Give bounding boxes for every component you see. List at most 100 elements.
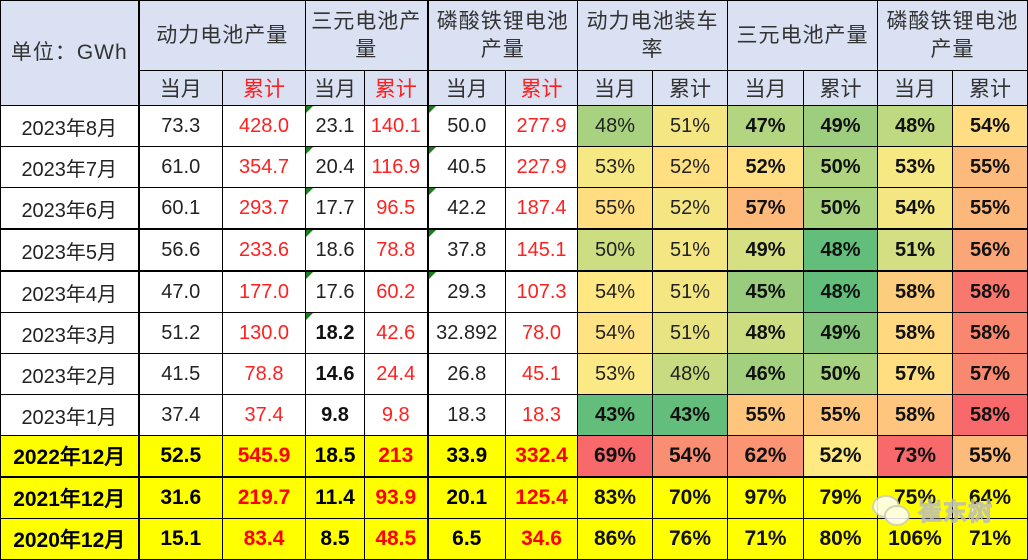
percentage-cell: 51% [652,228,728,272]
percentage-cell: 50% [577,228,653,272]
table-row: 2022年12月 52.5 545.9 18.5 213 33.9 332.4 69% 54% 6… [0,435,1028,478]
percentage-cell: 55% [577,187,653,230]
percentage-cell: 97% [727,476,804,519]
percentage-cell: 62% [727,435,804,478]
monthly-value-cell: 17.6 [305,270,365,313]
cumulative-value-cell: 93.9 [364,476,428,519]
monthly-value-cell: 32.892 [426,312,506,354]
percentage-cell: 58% [952,394,1028,436]
percentage-cell: 52% [652,187,728,230]
subheader-cumulative: 累计 [652,70,728,106]
cumulative-value-cell: 177.0 [222,270,306,313]
table-row: 2020年12月 15.1 83.4 8.5 48.5 6.5 34.6 86% 76% 71% 8… [0,518,1028,560]
monthly-value-cell: 33.9 [426,435,506,478]
monthly-value-cell: 6.5 [426,518,506,560]
group-header: 动力电池装车率 [577,0,728,71]
monthly-value-cell: 20.1 [426,476,506,519]
table-row: 2023年8月 73.3 428.0 23.1 140.1 50.0 277.9 48% 51%… [0,105,1028,147]
monthly-value-cell: 14.6 [305,353,365,395]
percentage-cell: 54% [877,187,953,230]
row-label: 2023年3月 [0,312,139,354]
percentage-cell: 57% [727,187,804,230]
percentage-cell: 51% [652,105,728,147]
monthly-value-cell: 52.5 [137,435,223,478]
percentage-cell: 51% [652,312,728,354]
monthly-value-cell: 41.5 [137,353,223,395]
table-row: 2023年6月 60.1 293.7 17.7 96.5 42.2 187.4 55% 52% 5… [0,187,1028,230]
percentage-cell: 55% [803,394,878,436]
cumulative-value-cell: 145.1 [505,228,578,272]
monthly-value-cell: 15.1 [137,518,223,560]
cumulative-value-cell: 227.9 [505,146,578,188]
percentage-cell: 48% [652,353,728,395]
cumulative-value-cell: 83.4 [222,518,306,560]
percentage-cell: 51% [877,228,953,272]
percentage-cell: 57% [877,353,953,395]
subheader-monthly: 当月 [727,70,804,106]
percentage-cell: 48% [727,312,804,354]
cumulative-value-cell: 130.0 [222,312,306,354]
row-label: 2023年6月 [0,187,139,230]
subheader-monthly: 当月 [877,70,953,106]
percentage-cell: 69% [577,435,653,478]
cumulative-value-cell: 107.3 [505,270,578,313]
row-label: 2022年12月 [0,435,139,478]
cumulative-value-cell: 42.6 [364,312,428,354]
percentage-cell: 50% [803,187,878,230]
table-row: 2023年1月 37.4 37.4 9.8 9.8 18.3 18.3 43% 43% 55% 55… [0,394,1028,436]
monthly-value-cell: 18.6 [305,228,365,272]
table-row: 2023年3月 51.2 130.0 18.2 42.6 32.892 78.0 54% 51%… [0,312,1028,354]
cumulative-value-cell: 78.8 [222,353,306,395]
percentage-cell: 51% [652,270,728,313]
percentage-cell: 54% [952,105,1028,147]
row-label: 2023年2月 [0,353,139,395]
percentage-cell: 79% [803,476,878,519]
percentage-cell: 75% [877,476,953,519]
cumulative-value-cell: 116.9 [364,146,428,188]
percentage-cell: 58% [952,270,1028,313]
cumulative-value-cell: 34.6 [505,518,578,560]
subheader-cumulative: 累计 [505,70,578,106]
percentage-cell: 49% [803,312,878,354]
percentage-cell: 58% [877,312,953,354]
group-header: 三元电池产量 [305,0,428,71]
percentage-cell: 71% [727,518,804,560]
monthly-value-cell: 50.0 [426,105,506,147]
percentage-cell: 53% [577,146,653,188]
table-row: 2021年12月 31.6 219.7 11.4 93.9 20.1 125.4 83% 70%… [0,476,1028,519]
unit-label: 单位：GWh [0,0,139,106]
row-label: 2021年12月 [0,476,139,519]
subheader-monthly: 当月 [426,70,506,106]
percentage-cell: 50% [803,353,878,395]
percentage-cell: 45% [727,270,804,313]
percentage-cell: 48% [803,228,878,272]
cumulative-value-cell: 125.4 [505,476,578,519]
cumulative-value-cell: 78.8 [364,228,428,272]
percentage-cell: 86% [577,518,653,560]
percentage-cell: 80% [803,518,878,560]
subheader-monthly: 当月 [137,70,223,106]
percentage-cell: 58% [877,270,953,313]
monthly-value-cell: 56.6 [137,228,223,272]
table-row: 2023年2月 41.5 78.8 14.6 24.4 26.8 45.1 53% 48% 46%… [0,353,1028,395]
cumulative-value-cell: 96.5 [364,187,428,230]
monthly-value-cell: 61.0 [137,146,223,188]
monthly-value-cell: 18.3 [426,394,506,436]
subheader-cumulative: 累计 [222,70,306,106]
table-row: 2023年7月 61.0 354.7 20.4 116.9 40.5 227.9 53% 52%… [0,146,1028,188]
cumulative-value-cell: 332.4 [505,435,578,478]
percentage-cell: 83% [577,476,653,519]
monthly-value-cell: 18.5 [305,435,365,478]
group-header: 三元电池产量 [727,0,878,71]
percentage-cell: 53% [877,146,953,188]
percentage-cell: 71% [952,518,1028,560]
monthly-value-cell: 29.3 [426,270,506,313]
cumulative-value-cell: 18.3 [505,394,578,436]
monthly-value-cell: 47.0 [137,270,223,313]
percentage-cell: 48% [877,105,953,147]
percentage-cell: 106% [877,518,953,560]
percentage-cell: 52% [652,146,728,188]
percentage-cell: 54% [577,270,653,313]
subheader-cumulative: 累计 [952,70,1028,106]
group-header: 动力电池产量 [137,0,306,71]
